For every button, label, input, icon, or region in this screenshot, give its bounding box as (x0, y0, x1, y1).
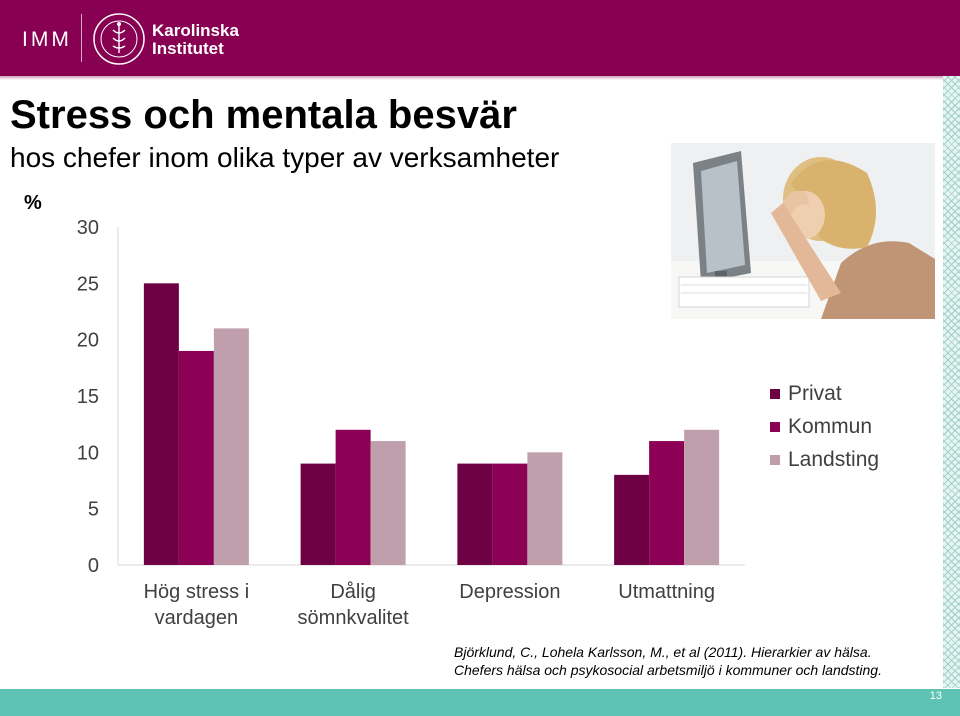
y-ticks-group: 0 5 10 15 20 25 30 (77, 217, 99, 577)
bar-privat-1 (300, 463, 336, 565)
bar-privat-3 (614, 474, 650, 565)
x-tick-label: sömnkvalitet (298, 607, 410, 629)
legend-swatch (770, 421, 780, 432)
reference-line-2: Chefers hälsa och psykosocial arbetsmilj… (454, 662, 882, 678)
legend-label: Kommun (788, 414, 873, 438)
x-tick-label: Depression (459, 581, 560, 603)
bar-privat-0 (143, 283, 179, 565)
x-tick-label: Dålig (330, 581, 376, 603)
bar-privat-2 (457, 463, 493, 565)
header-divider (81, 14, 82, 62)
bar-kommun-0 (178, 350, 214, 565)
unit-name: IMM (22, 28, 72, 51)
legend-label: Privat (788, 381, 842, 405)
karolinska-seal-icon (93, 13, 145, 65)
reference-line-1: Björklund, C., Lohela Karlsson, M., et a… (454, 644, 872, 660)
stressed-woman-photo (671, 143, 935, 319)
y-tick-label: 20 (77, 330, 99, 352)
reference-citation: Björklund, C., Lohela Karlsson, M., et a… (454, 643, 882, 679)
logo-name-line1: Karolinska (152, 21, 239, 40)
slide-title: Stress och mentala besvär (10, 93, 517, 137)
page-number: 13 (929, 690, 942, 702)
y-tick-label: 5 (88, 499, 99, 521)
bar-kommun-1 (335, 429, 371, 565)
y-tick-label: 25 (77, 273, 99, 295)
legend-swatch (770, 454, 780, 465)
x-tick-label: Hög stress i (144, 581, 250, 603)
footer-bar (0, 689, 960, 716)
x-labels-group: Hög stress i vardagen Dålig sömnkvalitet Dep… (144, 581, 715, 629)
y-tick-label: 30 (77, 217, 99, 239)
x-tick-label: Utmattning (618, 581, 715, 603)
logo-name-line2: Institutet (152, 39, 224, 58)
bar-kommun-3 (649, 441, 685, 565)
bar-kommun-2 (492, 463, 528, 565)
bars-group (143, 283, 720, 565)
decorative-pattern-strip (943, 76, 960, 688)
y-tick-label: 15 (77, 386, 99, 408)
header-bar (0, 0, 960, 76)
bar-landsting-0 (213, 328, 249, 565)
legend-item-landsting: Landsting (770, 443, 879, 476)
bar-landsting-2 (527, 452, 563, 565)
chart-legend: Privat Kommun Landsting (770, 377, 879, 476)
y-tick-label: 0 (88, 555, 99, 577)
legend-label: Landsting (788, 447, 880, 471)
header-shadow (0, 76, 960, 80)
unit-label: % (24, 192, 42, 214)
legend-item-privat: Privat (770, 377, 879, 410)
y-tick-label: 10 (77, 442, 99, 464)
slide-subtitle: hos chefer inom olika typer av verksamhe… (10, 142, 560, 173)
x-tick-label: vardagen (155, 607, 238, 629)
legend-item-kommun: Kommun (770, 410, 879, 443)
bar-landsting-1 (370, 441, 406, 565)
legend-swatch (770, 388, 780, 399)
bar-landsting-3 (684, 429, 720, 565)
